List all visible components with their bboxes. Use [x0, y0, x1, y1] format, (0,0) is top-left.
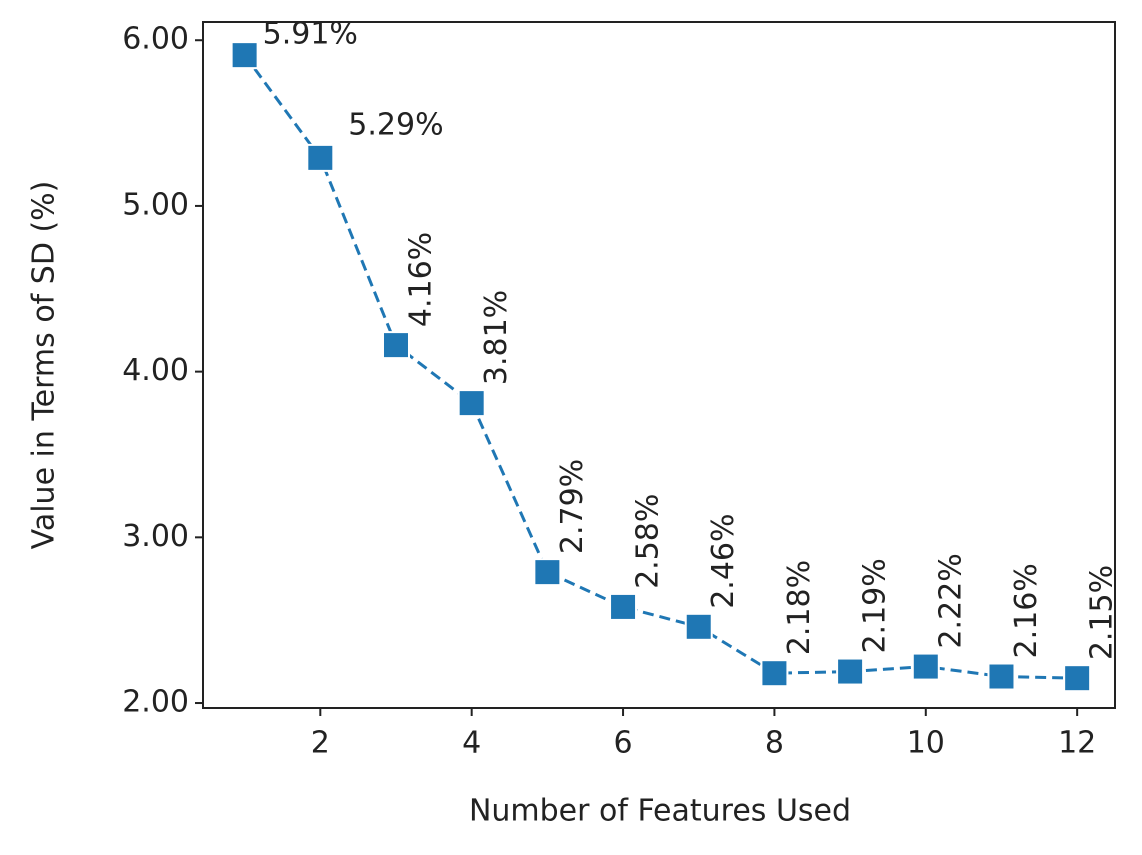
data-point — [1063, 664, 1092, 693]
data-point — [230, 41, 259, 70]
y-tick-label: 6.00 — [122, 22, 189, 57]
value-label: 2.79% — [555, 459, 590, 554]
x-tick-label: 4 — [462, 726, 481, 761]
data-point — [533, 558, 562, 587]
x-tick-label: 8 — [765, 726, 784, 761]
value-label: 2.19% — [858, 558, 893, 653]
y-tick-label: 5.00 — [122, 187, 189, 222]
value-label: 4.16% — [403, 232, 438, 327]
value-label: 5.91% — [263, 17, 358, 52]
y-tick-label: 4.00 — [122, 353, 189, 388]
value-label: 2.18% — [782, 560, 817, 655]
value-label: 2.15% — [1085, 565, 1120, 660]
data-point — [381, 331, 410, 360]
value-label: 3.81% — [479, 290, 514, 385]
y-tick-label: 3.00 — [122, 519, 189, 554]
value-label: 2.22% — [933, 553, 968, 648]
data-point — [836, 657, 865, 686]
x-tick-label: 2 — [311, 726, 330, 761]
y-axis-label: Value in Terms of SD (%) — [27, 181, 62, 550]
data-point — [609, 592, 638, 621]
value-label: 5.29% — [348, 107, 443, 142]
x-tick-label: 10 — [907, 726, 945, 761]
data-point — [911, 652, 940, 681]
data-point — [684, 612, 713, 641]
x-tick-label: 12 — [1058, 726, 1096, 761]
y-tick-label: 2.00 — [122, 685, 189, 720]
x-axis-label: Number of Features Used — [469, 794, 851, 829]
value-label: 2.46% — [706, 513, 741, 608]
plot-frame — [202, 21, 1116, 709]
data-point — [457, 389, 486, 418]
value-label: 2.16% — [1009, 563, 1044, 658]
data-point — [760, 659, 789, 688]
x-tick-label: 6 — [614, 726, 633, 761]
value-label: 2.58% — [631, 494, 666, 589]
data-point — [987, 662, 1016, 691]
data-point — [306, 143, 335, 172]
